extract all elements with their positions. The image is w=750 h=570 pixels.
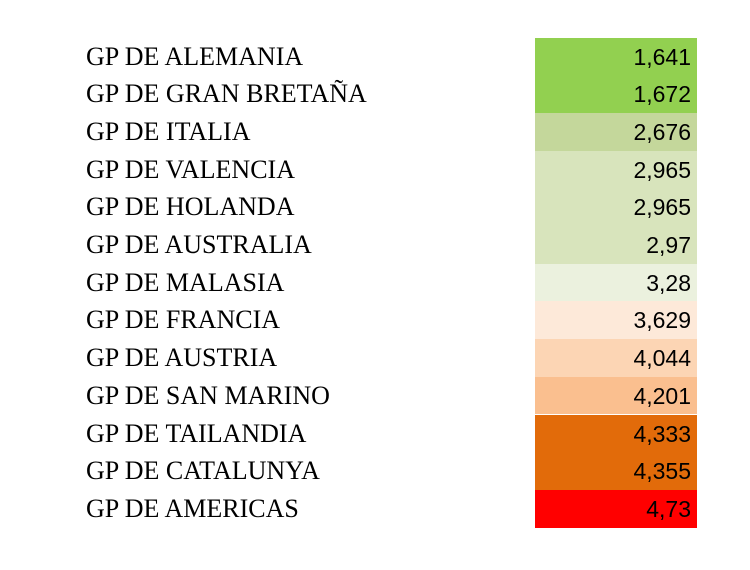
row-value: 3,28 (646, 269, 691, 296)
row-value: 4,73 (646, 495, 691, 522)
row-label: GP DE HOLANDA (86, 192, 295, 222)
row-value: 4,355 (633, 458, 691, 485)
value-cell: 1,672 (535, 75, 697, 113)
row-label: GP DE VALENCIA (86, 154, 295, 184)
table-row: GP DE FRANCIA 3,629 (0, 301, 750, 340)
table-row: GP DE AUSTRIA 4,044 (0, 339, 750, 377)
value-cell: 1,641 (535, 37, 697, 76)
row-label: GP DE TAILANDIA (86, 418, 307, 448)
row-label: GP DE SAN MARINO (86, 380, 330, 410)
table-row: GP DE HOLANDA 2,965 (0, 188, 750, 226)
row-value: 2,965 (633, 156, 691, 183)
table-row: GP DE TAILANDIA 4,333 (0, 414, 750, 453)
table-row: GP DE VALENCIA 2,965 (0, 150, 750, 189)
row-value: 1,672 (633, 81, 691, 108)
row-label: GP DE CATALUNYA (86, 456, 320, 486)
value-cell: 2,97 (535, 226, 697, 264)
table-row: GP DE CATALUNYA 4,355 (0, 452, 750, 490)
value-cell: 2,965 (535, 150, 697, 189)
value-cell: 2,676 (535, 112, 697, 151)
row-value: 4,044 (633, 345, 691, 372)
value-cell: 4,355 (535, 452, 697, 490)
row-label: GP DE ALEMANIA (86, 41, 304, 71)
row-label: GP DE GRAN BRETAÑA (86, 79, 367, 109)
row-label: GP DE AUSTRIA (86, 343, 278, 373)
row-value: 2,97 (646, 232, 691, 258)
row-value: 3,629 (633, 307, 691, 334)
table-row: GP DE SAN MARINO 4,201 (0, 376, 750, 415)
value-cell: 3,28 (535, 263, 697, 302)
row-label: GP DE MALASIA (86, 267, 285, 297)
value-cell: 2,965 (535, 188, 697, 226)
table-row: GP DE ALEMANIA 1,641 (0, 37, 750, 76)
value-cell: 4,201 (535, 376, 697, 415)
row-value: 1,641 (633, 43, 691, 70)
value-cell: 3,629 (535, 301, 697, 340)
row-label: GP DE FRANCIA (86, 305, 281, 335)
row-label: GP DE AUSTRALIA (86, 230, 312, 259)
table-row: GP DE ITALIA 2,676 (0, 112, 750, 151)
value-cell: 4,333 (535, 414, 697, 453)
table-row: GP DE AUSTRALIA 2,97 (0, 226, 750, 264)
row-label: GP DE ITALIA (86, 116, 251, 146)
table-row: GP DE MALASIA 3,28 (0, 263, 750, 302)
row-value: 2,965 (633, 194, 691, 221)
row-label: GP DE AMERICAS (86, 493, 299, 523)
table-row: GP DE GRAN BRETAÑA 1,672 (0, 75, 750, 113)
value-cell: 4,044 (535, 339, 697, 377)
table-row: GP DE AMERICAS 4,73 (0, 489, 750, 528)
row-value: 2,676 (633, 118, 691, 145)
row-value: 4,201 (633, 382, 691, 409)
row-value: 4,333 (633, 420, 691, 447)
value-cell: 4,73 (535, 489, 697, 528)
